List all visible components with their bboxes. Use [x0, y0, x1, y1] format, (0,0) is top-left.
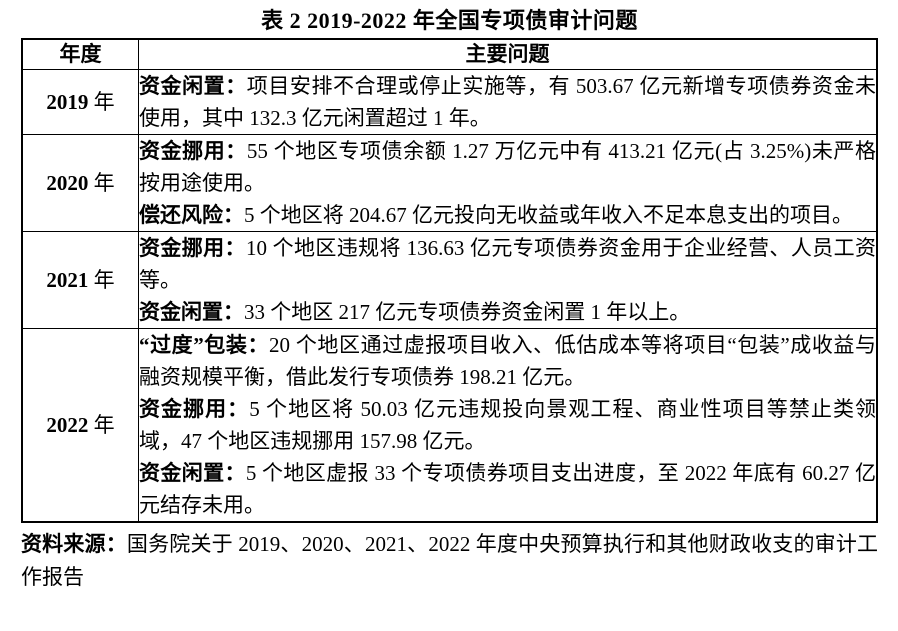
problem-text: 55 个地区专项债余额 1.27 万亿元中有 413.21 亿元(占 3.25%…	[139, 139, 877, 195]
table-body: 2019 年资金闲置：项目安排不合理或停止实施等，有 503.67 亿元新增专项…	[21, 69, 878, 523]
year-number: 2021	[46, 268, 89, 292]
table-row: 2019 年资金闲置：项目安排不合理或停止实施等，有 503.67 亿元新增专项…	[21, 69, 878, 135]
table-title: 表 2 2019-2022 年全国专项债审计问题	[261, 8, 638, 33]
year-number: 2019	[46, 90, 89, 114]
problem-text: 5 个地区虚报 33 个专项债券项目支出进度，至 2022 年底有 60.27 …	[139, 461, 877, 517]
problem-label: 资金闲置：	[139, 461, 246, 485]
year-number: 2022	[46, 413, 89, 437]
year-column-header: 年度	[21, 38, 139, 70]
problem-text: 项目安排不合理或停止实施等，有 503.67 亿元新增专项债券资金未使用，其中 …	[139, 74, 877, 130]
problem-item: 资金闲置：33 个地区 217 亿元专项债券资金闲置 1 年以上。	[139, 296, 876, 328]
problem-item: 资金闲置：项目安排不合理或停止实施等，有 503.67 亿元新增专项债券资金未使…	[139, 70, 876, 134]
problem-item: 资金闲置：5 个地区虚报 33 个专项债券项目支出进度，至 2022 年底有 6…	[139, 457, 876, 521]
year-number: 2020	[46, 171, 89, 195]
table-row: 2022 年 “过度”包装：20 个地区通过虚报项目收入、低估成本等将项目“包装”…	[21, 328, 878, 523]
source-note: 资料来源：国务院关于 2019、2020、2021、2022 年度中央预算执行和…	[21, 528, 878, 594]
problem-item: 资金挪用：55 个地区专项债余额 1.27 万亿元中有 413.21 亿元(占 …	[139, 135, 876, 199]
problem-label: 资金挪用：	[139, 397, 250, 421]
problem-item: 资金挪用：10 个地区违规将 136.63 亿元专项债券资金用于企业经营、人员工…	[139, 232, 876, 296]
audit-problems-table: 年度 主要问题 2019 年资金闲置：项目安排不合理或停止实施等，有 503.6…	[21, 38, 878, 523]
problem-item: 资金挪用：5 个地区将 50.03 亿元违规投向景观工程、商业性项目等禁止类领域…	[139, 393, 876, 457]
source-label: 资料来源：	[21, 532, 127, 556]
problem-label: 资金挪用：	[139, 236, 246, 260]
problem-item: “过度”包装：20 个地区通过虚报项目收入、低估成本等将项目“包装”成收益与融资…	[139, 329, 876, 393]
table-row: 2021 年资金挪用：10 个地区违规将 136.63 亿元专项债券资金用于企业…	[21, 231, 878, 329]
year-cell: 2022 年	[21, 328, 139, 523]
problem-label: 资金闲置：	[139, 74, 247, 98]
problem-text: 20 个地区通过虚报项目收入、低估成本等将项目“包装”成收益与融资规模平衡，借此…	[139, 333, 877, 389]
problem-label: 偿还风险：	[139, 203, 244, 227]
year-cell: 2020 年	[21, 134, 139, 232]
problems-cell: “过度”包装：20 个地区通过虚报项目收入、低估成本等将项目“包装”成收益与融资…	[138, 328, 878, 523]
problem-text: 5 个地区将 50.03 亿元违规投向景观工程、商业性项目等禁止类领域，47 个…	[139, 397, 876, 453]
problem-item: 偿还风险：5 个地区将 204.67 亿元投向无收益或年收入不足本息支出的项目。	[139, 199, 876, 231]
problem-label: 资金闲置：	[139, 300, 244, 324]
problems-column-header: 主要问题	[138, 38, 878, 70]
year-cell: 2019 年	[21, 69, 139, 135]
problem-label: “过度”包装：	[139, 333, 270, 357]
header-row: 年度 主要问题	[21, 38, 878, 70]
problems-cell: 资金挪用：10 个地区违规将 136.63 亿元专项债券资金用于企业经营、人员工…	[138, 231, 878, 329]
table-row: 2020 年资金挪用：55 个地区专项债余额 1.27 万亿元中有 413.21…	[21, 134, 878, 232]
problems-cell: 资金挪用：55 个地区专项债余额 1.27 万亿元中有 413.21 亿元(占 …	[138, 134, 878, 232]
problems-cell: 资金闲置：项目安排不合理或停止实施等，有 503.67 亿元新增专项债券资金未使…	[138, 69, 878, 135]
problem-text: 33 个地区 217 亿元专项债券资金闲置 1 年以上。	[244, 300, 691, 324]
problem-label: 资金挪用：	[139, 139, 247, 163]
problem-text: 5 个地区将 204.67 亿元投向无收益或年收入不足本息支出的项目。	[244, 203, 853, 227]
year-cell: 2021 年	[21, 231, 139, 329]
problem-text: 10 个地区违规将 136.63 亿元专项债券资金用于企业经营、人员工资等。	[139, 236, 876, 292]
source-text: 国务院关于 2019、2020、2021、2022 年度中央预算执行和其他财政收…	[21, 532, 879, 589]
